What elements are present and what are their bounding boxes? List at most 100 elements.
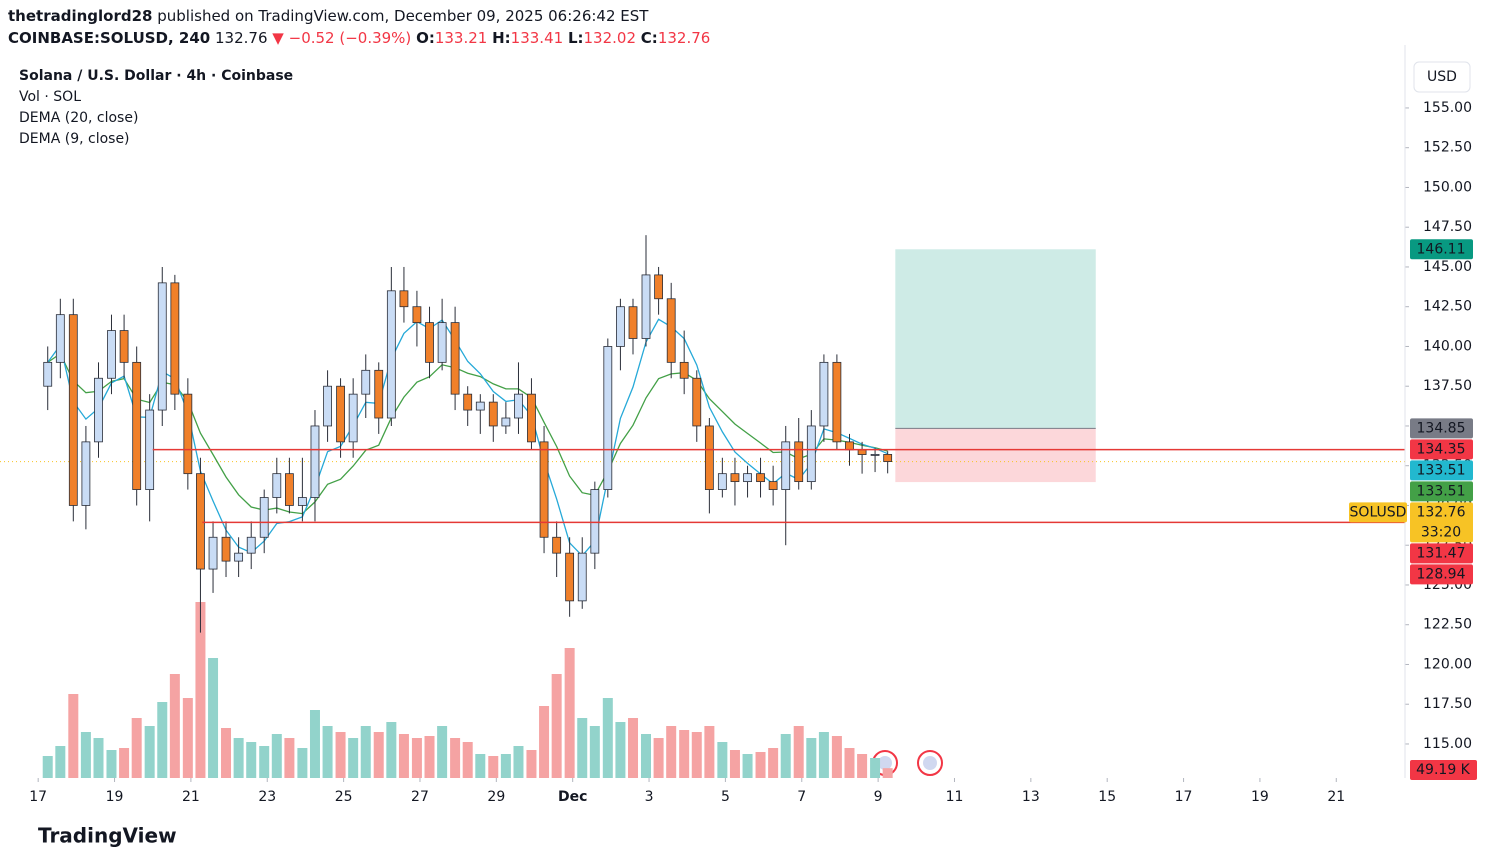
- volume-bar: [360, 726, 371, 778]
- candle-body: [145, 409, 155, 490]
- volume-bar: [259, 746, 270, 778]
- ohlc-key: H:: [492, 29, 511, 47]
- price-label-box: [1410, 460, 1473, 481]
- volume-bar: [818, 732, 829, 778]
- volume-bar: [450, 738, 461, 778]
- price: 132.76: [215, 29, 268, 47]
- candle-body: [704, 425, 714, 490]
- volume-bar: [551, 674, 562, 778]
- candle-body: [221, 536, 231, 562]
- currency-box[interactable]: [1413, 61, 1471, 93]
- volume-bar: [882, 768, 893, 778]
- x-tick-label: 29: [487, 789, 505, 805]
- candle-body: [437, 322, 447, 363]
- arrow: ▼: [272, 29, 284, 47]
- candle-body: [768, 481, 778, 490]
- volume-bar: [55, 746, 66, 778]
- volume-bar: [500, 754, 511, 778]
- volume-bar: [526, 750, 537, 778]
- price-label: 131.47: [1417, 545, 1466, 561]
- chart-title: Solana / U.S. Dollar · 4h · Coinbase: [19, 68, 293, 84]
- volume-bar: [793, 726, 804, 778]
- price-label-box: [1410, 564, 1473, 585]
- candle-body: [386, 290, 396, 419]
- volume-label: 49.19 K: [1416, 762, 1471, 778]
- x-tick-label: 19: [106, 789, 124, 805]
- candle-body: [463, 393, 473, 411]
- volume-label-box: [1410, 760, 1477, 780]
- x-tick-label: 13: [1022, 789, 1040, 805]
- change: −0.52 (−0.39%): [289, 29, 412, 47]
- volume-bar: [780, 734, 791, 778]
- legend-entry: DEMA (9, close): [19, 131, 130, 147]
- candle-body: [399, 290, 409, 308]
- candle-body: [883, 454, 893, 462]
- volume-bar: [233, 738, 244, 778]
- x-tick-label: 9: [874, 789, 883, 805]
- candle-body: [616, 306, 625, 347]
- volume-bar: [68, 694, 79, 778]
- y-tick-label: 145.00: [1423, 259, 1472, 275]
- candle-body: [157, 282, 167, 411]
- volume-bar: [768, 748, 779, 778]
- y-tick-label: 147.50: [1423, 219, 1472, 235]
- volume-bar: [539, 706, 550, 778]
- volume-bar: [309, 710, 320, 778]
- volume-bar: [857, 754, 868, 778]
- candle-body: [259, 497, 269, 538]
- volume-bar: [513, 746, 524, 778]
- candle-body: [603, 346, 613, 490]
- candle-body: [272, 473, 282, 498]
- candle-body: [208, 536, 218, 570]
- y-tick-label: 117.50: [1423, 696, 1472, 712]
- volume-bar: [42, 756, 53, 778]
- volume-bar: [488, 756, 499, 778]
- y-tick-label: 155.00: [1423, 100, 1472, 116]
- candle-body: [132, 361, 142, 490]
- legend-entry: Vol · SOL: [19, 89, 81, 105]
- legend-entry: DEMA (20, close): [19, 110, 138, 126]
- ohlc-value: 133.21: [435, 29, 488, 47]
- candle-body: [552, 536, 562, 554]
- volume-bar: [462, 742, 473, 778]
- volume-bar: [398, 734, 409, 778]
- volume-bar: [411, 738, 422, 778]
- candle-body: [246, 536, 256, 554]
- price-label-box: [1410, 418, 1473, 439]
- brand: TradingView: [38, 824, 177, 848]
- candle-body: [297, 497, 307, 506]
- ohlc-key: C:: [641, 29, 658, 47]
- volume-bar: [844, 748, 855, 778]
- ohlc-key: L:: [568, 29, 584, 47]
- x-tick-label: Dec: [558, 789, 587, 805]
- price-label-box: [1410, 502, 1473, 543]
- candle-body: [641, 274, 651, 339]
- volume-bar: [589, 726, 600, 778]
- volume-bar: [297, 748, 308, 778]
- volume-bar: [80, 732, 91, 778]
- x-tick-label: 17: [29, 789, 47, 805]
- currency[interactable]: USD: [1427, 69, 1457, 85]
- x-tick-label: 27: [411, 789, 429, 805]
- candle-body: [196, 473, 205, 570]
- volume-bar: [615, 722, 626, 778]
- y-tick-label: 152.50: [1423, 140, 1472, 156]
- x-tick-label: 5: [721, 789, 730, 805]
- candle-body: [119, 330, 129, 363]
- candle-body: [628, 306, 638, 339]
- volume-bar: [653, 738, 664, 778]
- candle-body: [450, 322, 460, 395]
- volume-bar: [106, 750, 117, 778]
- volume-bar: [831, 736, 842, 778]
- volume-bar: [169, 674, 180, 778]
- candle-body: [107, 330, 116, 379]
- ohlc-value: 132.76: [658, 29, 711, 47]
- price-label: 133.51: [1417, 483, 1466, 499]
- candle-body: [845, 441, 854, 451]
- volume-bar: [691, 732, 702, 778]
- x-tick-label: 19: [1251, 789, 1269, 805]
- volume-bar: [131, 718, 142, 778]
- candle-body: [323, 385, 332, 427]
- candle-body: [527, 393, 536, 443]
